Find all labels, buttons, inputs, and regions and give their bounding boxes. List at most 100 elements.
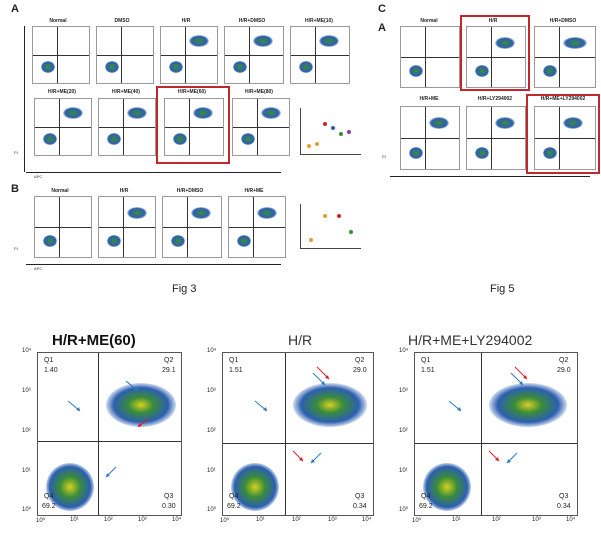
x-tick: 10⁴ xyxy=(566,517,576,523)
y-tick: 10¹ xyxy=(22,468,31,474)
fig3-panel: A B Normal DMSO H/R H/R+DMSO H/R+ME(10) … xyxy=(0,0,375,300)
x-tick: 10⁰ xyxy=(412,518,422,524)
fig3-flow-plot xyxy=(160,26,218,84)
quadrant-q2-label: Q2 xyxy=(559,357,569,364)
fig5-row2-title: H/R+ME xyxy=(419,96,439,102)
quadrant-q2-value: 29.0 xyxy=(557,367,571,374)
fig5-flow-plot xyxy=(466,106,526,170)
zoom-flow-plot-1: Q1 1.40 Q2 29.1 Q3 0.30 Q4 69.2 xyxy=(37,352,182,516)
fig5-row1-title: H/R+DMSO xyxy=(549,18,577,24)
fig3-flow-plot xyxy=(290,26,350,84)
zoom-plot-title: H/R xyxy=(288,332,313,348)
fig3-flow-plot xyxy=(34,98,92,156)
fig3-b-axis-x-label: APC xyxy=(34,266,43,271)
quadrant-q1-value: 1.51 xyxy=(229,367,243,374)
quadrant-q4-value: 69.2 xyxy=(42,503,56,510)
y-tick: 10² xyxy=(22,428,31,434)
fig3-rowb-title: H/R+ME xyxy=(244,188,264,194)
quadrant-q1-value: 1.40 xyxy=(44,367,58,374)
x-tick: 10⁰ xyxy=(220,518,230,524)
fig3-rowb-title: H/R xyxy=(119,188,129,194)
zoom-flow-plot-3: Q1 1.51 Q2 29.0 Q3 0.34 Q4 69.2 xyxy=(414,352,578,516)
quadrant-q4-label: Q4 xyxy=(421,493,431,500)
fig3-flow-plot xyxy=(224,26,284,84)
fig3-y-axis-arrow xyxy=(24,26,25,172)
y-tick: 10¹ xyxy=(399,468,408,474)
zoom-comparison: H/R+ME(60) Q1 1.40 Q2 29.1 Q3 0.30 Q4 69… xyxy=(0,300,601,539)
x-tick: 10³ xyxy=(328,517,337,523)
quadrant-q3-label: Q3 xyxy=(559,493,569,500)
y-tick: 10² xyxy=(399,428,408,434)
quadrant-q4-label: Q4 xyxy=(44,493,54,500)
x-tick: 10¹ xyxy=(256,517,265,523)
y-tick: 10³ xyxy=(207,388,216,394)
fig3-axis-x-label: APC xyxy=(34,174,43,179)
fig3-row2-title: H/R+ME(20) xyxy=(48,89,76,95)
fig3-row2-title: H/R+ME(40) xyxy=(112,89,140,95)
fig3-row2-title: H/R+ME(80) xyxy=(245,89,273,95)
y-tick: 10⁴ xyxy=(22,348,32,354)
fig3-flow-plot xyxy=(232,98,290,156)
y-tick: 10⁰ xyxy=(22,507,32,513)
fig3-rowb-title: Normal xyxy=(51,188,69,194)
fig3-row1-title: DMSO xyxy=(114,18,130,24)
x-tick: 10⁴ xyxy=(362,517,372,523)
quadrant-q1-label: Q1 xyxy=(229,357,239,364)
y-tick: 10⁴ xyxy=(207,348,217,354)
x-tick: 10¹ xyxy=(452,517,461,523)
fig5-highlight-hr xyxy=(460,15,530,91)
y-tick: 10⁰ xyxy=(207,507,217,513)
fig3-axis-y-label: PI xyxy=(14,150,18,155)
annotation-arrows xyxy=(448,366,528,464)
fig5-row2-title: H/R+LY294002 xyxy=(477,96,513,102)
fig5-flow-plot xyxy=(400,106,460,170)
fig3-highlight-box xyxy=(156,86,230,164)
fig3-flow-plot xyxy=(98,196,156,258)
fig5-flow-plot xyxy=(534,106,596,170)
fig3-x-axis-arrow xyxy=(26,172,281,173)
fig3-flow-plot xyxy=(32,26,90,84)
fig5-row1-title: H/R xyxy=(488,18,498,24)
quadrant-q3-label: Q3 xyxy=(355,493,365,500)
zoom-plot-title: H/R+ME+LY294002 xyxy=(408,332,533,348)
fig5-flow-plot xyxy=(466,26,526,88)
fig3-flow-plot xyxy=(34,196,92,258)
fig3-row1-title: H/R xyxy=(181,18,191,24)
quadrant-q3-value: 0.30 xyxy=(162,503,176,510)
y-tick: 10³ xyxy=(399,388,408,394)
quadrant-q4-label: Q4 xyxy=(229,493,239,500)
quadrant-q3-value: 0.34 xyxy=(353,503,367,510)
fig3-rowb-title: H/R+DMSO xyxy=(176,188,204,194)
fig3-flow-plot xyxy=(98,98,156,156)
y-tick: 10⁰ xyxy=(399,507,409,513)
fig5-panel-a-letter: A xyxy=(378,22,386,34)
fig3-summary-chart xyxy=(300,108,361,155)
quadrant-q4-value: 69.2 xyxy=(227,503,241,510)
x-tick: 10⁰ xyxy=(36,518,46,524)
y-tick: 10³ xyxy=(22,388,31,394)
fig3-flow-plot xyxy=(164,98,224,156)
quadrant-q2-label: Q2 xyxy=(355,357,365,364)
fig5-panel: C A Normal H/R H/R+DMSO H/R+ME H/R+LY294… xyxy=(378,0,601,300)
x-tick: 10² xyxy=(492,517,501,523)
y-tick: 10⁴ xyxy=(399,348,409,354)
fig3-row1-title: H/R+ME(10) xyxy=(305,18,333,24)
fig5-x-axis-arrow xyxy=(390,176,590,177)
fig3-flow-plot xyxy=(162,196,222,258)
fig5-flow-plot xyxy=(400,26,460,88)
fig3-row1-title: Normal xyxy=(49,18,67,24)
x-tick: 10³ xyxy=(532,517,541,523)
quadrant-q4-value: 69.2 xyxy=(419,503,433,510)
x-tick: 10² xyxy=(292,517,301,523)
quadrant-q2-value: 29.1 xyxy=(162,367,176,374)
quadrant-q3-label: Q3 xyxy=(164,493,174,500)
fig3-row2-title: H/R+ME(60) xyxy=(178,89,206,95)
fig5-panel-c-letter: C xyxy=(378,3,386,15)
y-tick: 10¹ xyxy=(207,468,216,474)
quadrant-q2-label: Q2 xyxy=(164,357,174,364)
x-tick: 10⁴ xyxy=(172,517,182,523)
fig3-caption: Fig 3 xyxy=(172,283,197,295)
quadrant-q1-label: Q1 xyxy=(421,357,431,364)
quadrant-q1-value: 1.51 xyxy=(421,367,435,374)
fig3-b-x-axis-arrow xyxy=(26,264,281,265)
